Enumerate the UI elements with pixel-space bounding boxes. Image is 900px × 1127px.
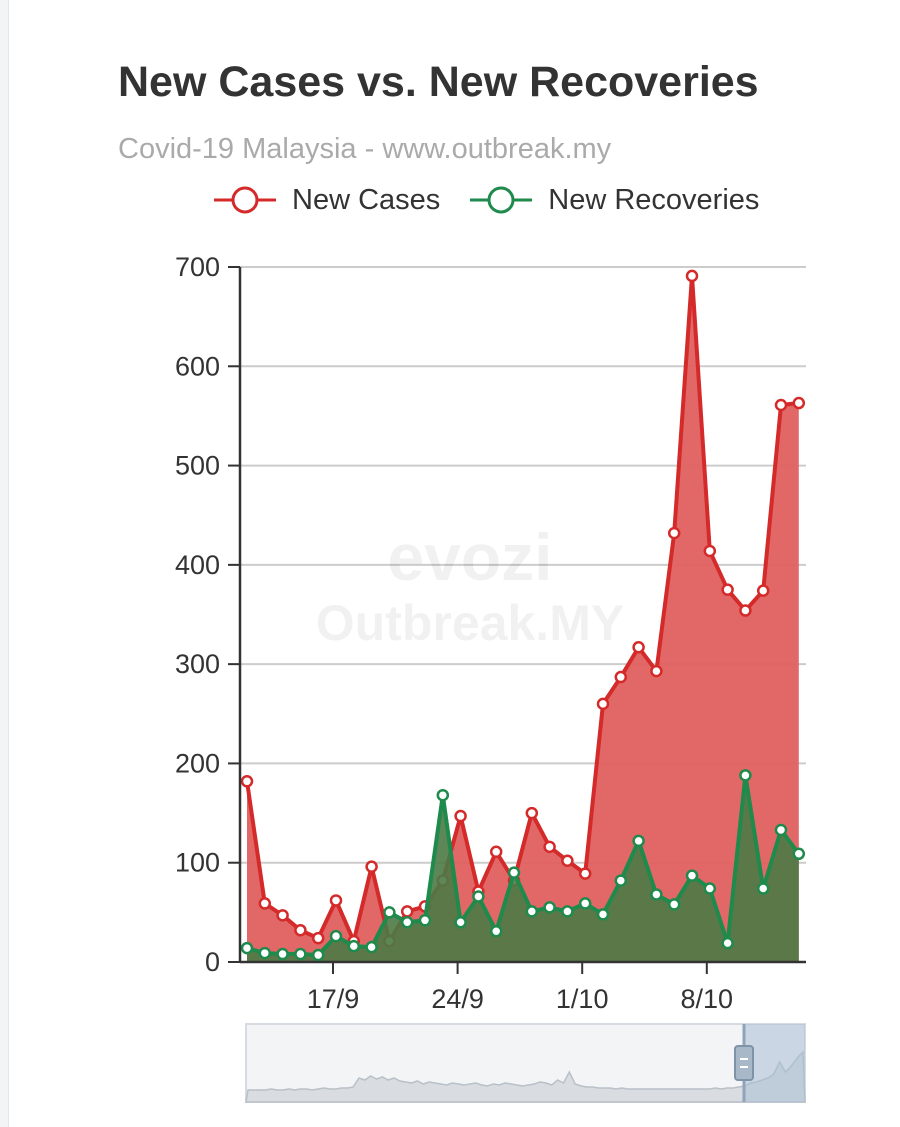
data-point[interactable]	[739, 604, 752, 617]
y-tick-label: 500	[175, 451, 220, 481]
y-tick-label: 300	[175, 649, 220, 679]
data-point[interactable]	[240, 775, 254, 788]
data-point[interactable]	[329, 894, 343, 907]
data-point[interactable]	[561, 905, 574, 918]
data-point[interactable]	[578, 867, 592, 880]
series-new-recoveries	[240, 769, 806, 962]
y-tick-label: 700	[175, 252, 220, 282]
data-point[interactable]	[258, 946, 272, 960]
data-point[interactable]	[721, 936, 734, 950]
data-point[interactable]	[472, 890, 485, 903]
data-point[interactable]	[454, 809, 467, 823]
data-point[interactable]	[543, 840, 556, 854]
data-point[interactable]	[774, 823, 788, 837]
data-point[interactable]	[543, 901, 556, 914]
y-tick-label: 100	[175, 848, 220, 878]
y-tick-label: 0	[205, 947, 220, 977]
data-point[interactable]	[667, 526, 681, 540]
data-point[interactable]	[685, 869, 699, 882]
chart-subtitle: Covid-19 Malaysia - www.outbreak.my	[118, 133, 612, 165]
data-point[interactable]	[294, 947, 307, 961]
data-point[interactable]	[756, 882, 770, 895]
data-point[interactable]	[703, 544, 717, 558]
data-point[interactable]	[276, 947, 289, 961]
slider-selection[interactable]	[744, 1024, 805, 1102]
data-point[interactable]	[756, 584, 770, 597]
series-line	[245, 273, 800, 944]
data-point[interactable]	[596, 697, 610, 711]
legend-marker-recoveries-icon	[470, 186, 533, 214]
x-tick-label: 1/10	[556, 984, 609, 1014]
data-point[interactable]	[294, 923, 307, 937]
data-point[interactable]	[667, 898, 681, 911]
data-point[interactable]	[632, 641, 645, 654]
data-point[interactable]	[311, 931, 325, 945]
data-point[interactable]	[383, 906, 396, 919]
data-point[interactable]	[650, 888, 663, 901]
x-tick-label: 8/10	[681, 984, 734, 1014]
series-area	[247, 275, 799, 963]
legend-item-new-recoveries[interactable]: New Recoveries	[468, 184, 759, 217]
data-point[interactable]	[347, 939, 361, 953]
data-point[interactable]	[596, 908, 610, 921]
data-point[interactable]	[525, 905, 539, 918]
data-point[interactable]	[774, 398, 788, 412]
data-point[interactable]	[507, 866, 521, 879]
data-point[interactable]	[614, 874, 628, 887]
watermark-line-2: Outbreak.MY	[316, 595, 624, 651]
data-point[interactable]	[578, 897, 592, 910]
watermark: evozi Outbreak.MY	[316, 520, 624, 651]
data-point[interactable]	[329, 929, 343, 943]
data-point[interactable]	[365, 860, 378, 873]
data-point[interactable]	[365, 940, 378, 954]
slider-handle-icon[interactable]	[734, 1045, 754, 1081]
chart-legend: New Cases New Recoveries	[212, 180, 787, 220]
legend-marker-cases-icon	[214, 186, 276, 214]
legend-label-recoveries: New Recoveries	[548, 183, 760, 216]
data-point[interactable]	[632, 834, 645, 848]
slider-sparkline	[245, 1050, 806, 1103]
y-tick-label: 600	[175, 351, 220, 381]
series-layer	[240, 269, 806, 963]
axes: 0 100 200 300 400 500 600 700 17/9 24/9 1/10 8/10	[175, 252, 806, 1014]
data-point[interactable]	[650, 664, 663, 678]
data-point[interactable]	[489, 845, 503, 859]
legend-item-new-cases[interactable]: New Cases	[212, 184, 440, 217]
data-point[interactable]	[418, 914, 432, 927]
series-area	[247, 775, 799, 962]
data-point[interactable]	[792, 396, 806, 410]
window-edge	[0, 0, 9, 1127]
data-point[interactable]	[311, 948, 325, 962]
data-point[interactable]	[721, 583, 734, 596]
data-point[interactable]	[703, 882, 717, 895]
data-point[interactable]	[792, 847, 806, 861]
data-point[interactable]	[436, 788, 450, 802]
data-point[interactable]	[454, 916, 467, 929]
data-point[interactable]	[561, 854, 574, 867]
data-point[interactable]	[739, 769, 752, 782]
y-tick-label: 200	[175, 748, 220, 778]
data-zoom-slider[interactable]	[245, 1023, 806, 1103]
data-point[interactable]	[614, 670, 628, 684]
y-tick-label: 400	[175, 550, 220, 580]
data-point[interactable]	[489, 924, 503, 938]
data-point[interactable]	[258, 897, 272, 910]
watermark-line-1: evozi	[387, 520, 552, 594]
chart-title: New Cases vs. New Recoveries	[118, 58, 759, 106]
data-point[interactable]	[400, 905, 414, 918]
data-point[interactable]	[685, 269, 699, 283]
data-point[interactable]	[400, 916, 414, 929]
legend-label-cases: New Cases	[292, 183, 441, 216]
data-point[interactable]	[240, 941, 254, 955]
data-point[interactable]	[276, 909, 289, 922]
data-point[interactable]	[525, 806, 539, 820]
x-tick-label: 24/9	[431, 984, 484, 1014]
x-tick-label: 17/9	[307, 984, 360, 1014]
